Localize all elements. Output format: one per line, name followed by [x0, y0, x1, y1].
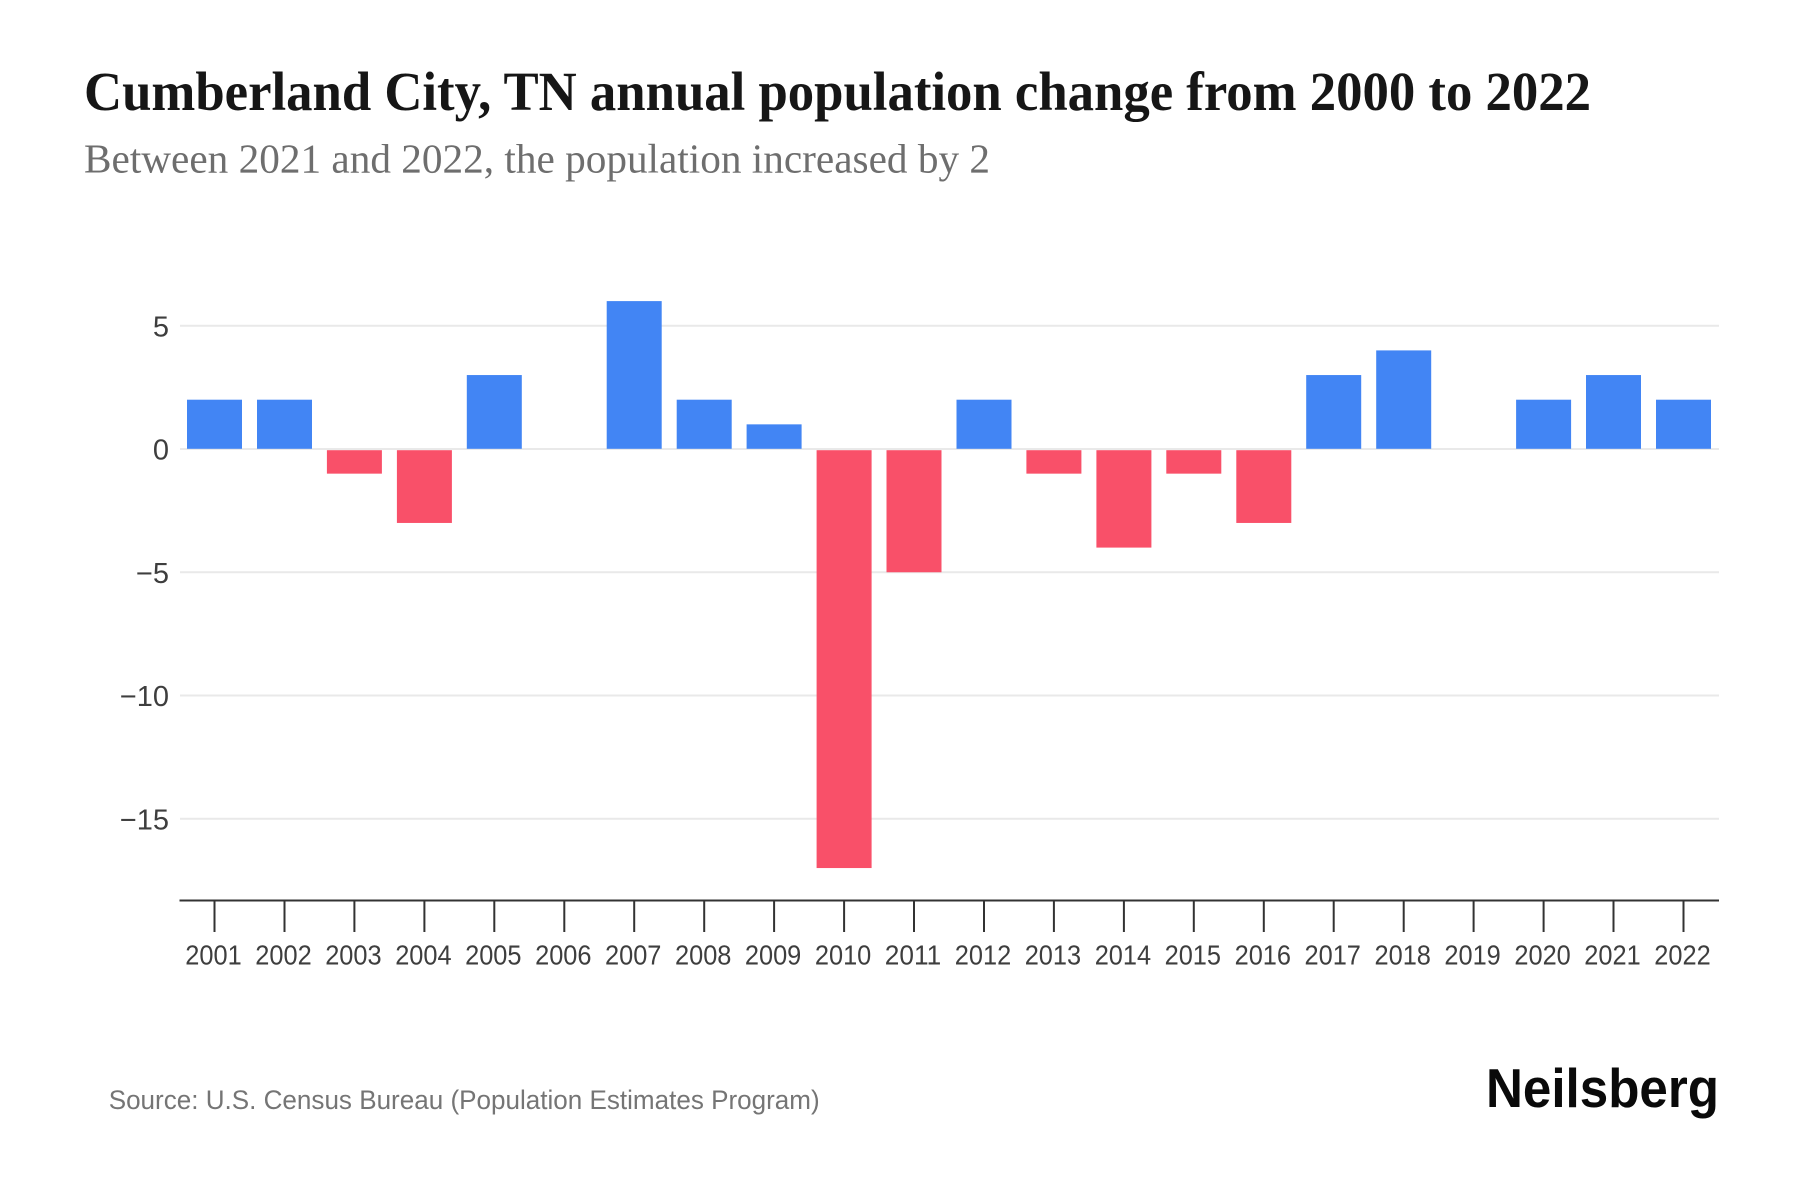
svg-text:2001: 2001 — [185, 939, 241, 970]
svg-text:2008: 2008 — [675, 939, 731, 970]
svg-text:2013: 2013 — [1025, 939, 1081, 970]
svg-text:5: 5 — [153, 311, 169, 343]
svg-text:2015: 2015 — [1165, 939, 1221, 970]
svg-text:Between 2021 and 2022, the pop: Between 2021 and 2022, the population in… — [84, 136, 990, 182]
svg-text:2002: 2002 — [255, 939, 311, 970]
svg-text:2004: 2004 — [395, 939, 451, 970]
svg-text:Source: U.S. Census Bureau (Po: Source: U.S. Census Bureau (Population E… — [109, 1085, 820, 1115]
svg-text:2021: 2021 — [1584, 939, 1640, 970]
svg-text:2022: 2022 — [1654, 939, 1710, 970]
svg-text:2003: 2003 — [325, 939, 381, 970]
svg-text:2016: 2016 — [1235, 939, 1291, 970]
svg-text:2014: 2014 — [1095, 939, 1151, 970]
svg-text:Cumberland City, TN annual pop: Cumberland City, TN annual population ch… — [84, 61, 1591, 122]
svg-text:2011: 2011 — [885, 939, 941, 970]
svg-text:2006: 2006 — [535, 939, 591, 970]
svg-text:2005: 2005 — [465, 939, 521, 970]
svg-text:2009: 2009 — [745, 939, 801, 970]
svg-text:2010: 2010 — [815, 939, 871, 970]
svg-text:0: 0 — [153, 435, 169, 467]
svg-text:2017: 2017 — [1305, 939, 1361, 970]
svg-text:Neilsberg: Neilsberg — [1486, 1057, 1719, 1119]
svg-text:2019: 2019 — [1444, 939, 1500, 970]
svg-text:−15: −15 — [120, 804, 169, 836]
svg-text:−10: −10 — [120, 681, 169, 713]
svg-text:−5: −5 — [136, 558, 169, 590]
svg-text:2020: 2020 — [1514, 939, 1570, 970]
svg-text:2007: 2007 — [605, 939, 661, 970]
svg-text:2018: 2018 — [1375, 939, 1431, 970]
svg-text:2012: 2012 — [955, 939, 1011, 970]
